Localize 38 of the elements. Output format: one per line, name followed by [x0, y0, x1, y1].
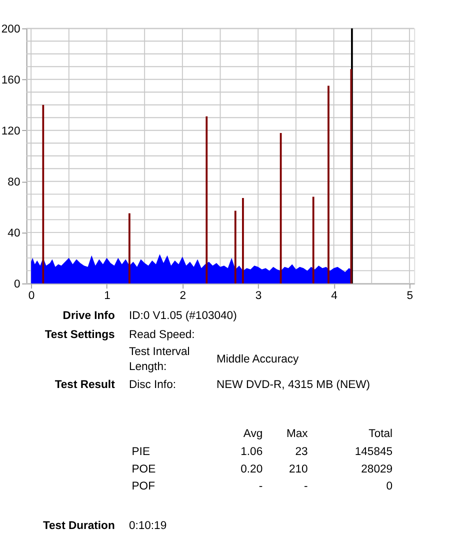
text: - [304, 480, 308, 493]
x-tick-label: 0 [28, 290, 35, 302]
text: PIE [132, 446, 150, 458]
text: Max [286, 428, 308, 440]
text: NEW DVD-R, 4315 MB (NEW) [216, 378, 370, 391]
text: Middle Accuracy [216, 354, 299, 366]
text: 1.06 [240, 446, 263, 458]
text: Total [368, 428, 393, 440]
y-tick-label: 120 [1, 126, 20, 138]
y-tick-label: 80 [8, 176, 20, 189]
text: Read Speed: [128, 329, 195, 342]
text: Test Duration [42, 520, 115, 532]
x-tick-label: 2 [180, 290, 186, 302]
text: Test Settings [44, 329, 115, 342]
x-tick-label: 1 [104, 290, 110, 302]
text: 210 [288, 464, 308, 476]
x-tick-label: 5 [406, 290, 414, 302]
y-tick-label: 200 [1, 24, 20, 36]
text: 145845 [354, 446, 393, 458]
text: Drive Info [62, 310, 115, 322]
text: ID:0 V1.05 (#103040) [128, 310, 238, 322]
text: 0.20 [240, 464, 263, 476]
x-tick-label: 3 [255, 290, 262, 302]
text: Avg [243, 428, 263, 440]
text: Test Interval Length: [128, 346, 190, 374]
x-tick-label: 4 [331, 290, 338, 302]
y-tick-label: 0 [14, 278, 20, 291]
text: 0 [386, 480, 393, 493]
text: POE [132, 464, 156, 476]
y-tick-label: 40 [8, 228, 20, 240]
y-tick-label: 160 [1, 74, 20, 87]
text: Test Result [54, 378, 116, 391]
text: - [258, 480, 263, 493]
text: 28029 [361, 464, 393, 476]
text: 23 [295, 446, 308, 458]
text: POF [132, 480, 156, 493]
text: Disc Info: [128, 378, 176, 391]
text: 0:10:19 [128, 520, 167, 532]
